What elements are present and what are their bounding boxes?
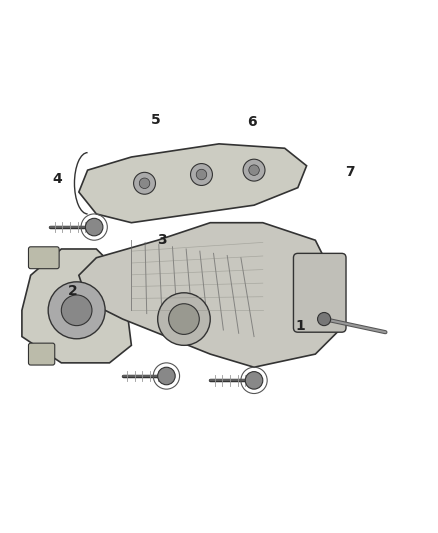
- Text: 3: 3: [157, 233, 167, 247]
- FancyBboxPatch shape: [28, 247, 59, 269]
- Text: 7: 7: [346, 165, 355, 179]
- Circle shape: [223, 253, 232, 262]
- Circle shape: [249, 165, 259, 175]
- Circle shape: [245, 372, 263, 389]
- Circle shape: [61, 295, 92, 326]
- Text: 5: 5: [151, 113, 160, 127]
- Polygon shape: [79, 236, 285, 319]
- Text: 1: 1: [295, 319, 305, 333]
- Circle shape: [85, 219, 103, 236]
- FancyBboxPatch shape: [293, 253, 346, 332]
- Circle shape: [48, 282, 105, 339]
- Text: 6: 6: [247, 115, 257, 129]
- Polygon shape: [79, 223, 342, 367]
- Circle shape: [169, 304, 199, 334]
- Circle shape: [175, 262, 184, 271]
- Circle shape: [318, 312, 331, 326]
- Circle shape: [243, 159, 265, 181]
- Circle shape: [122, 270, 141, 289]
- Circle shape: [127, 275, 136, 284]
- Circle shape: [196, 169, 207, 180]
- Circle shape: [134, 172, 155, 194]
- Circle shape: [158, 293, 210, 345]
- Text: 2: 2: [67, 284, 77, 297]
- Circle shape: [158, 367, 175, 385]
- FancyBboxPatch shape: [28, 343, 55, 365]
- Text: 4: 4: [52, 172, 62, 186]
- Polygon shape: [22, 249, 131, 363]
- Circle shape: [218, 248, 237, 268]
- Circle shape: [170, 257, 189, 276]
- Polygon shape: [79, 144, 307, 223]
- Circle shape: [139, 178, 150, 189]
- Circle shape: [191, 164, 212, 185]
